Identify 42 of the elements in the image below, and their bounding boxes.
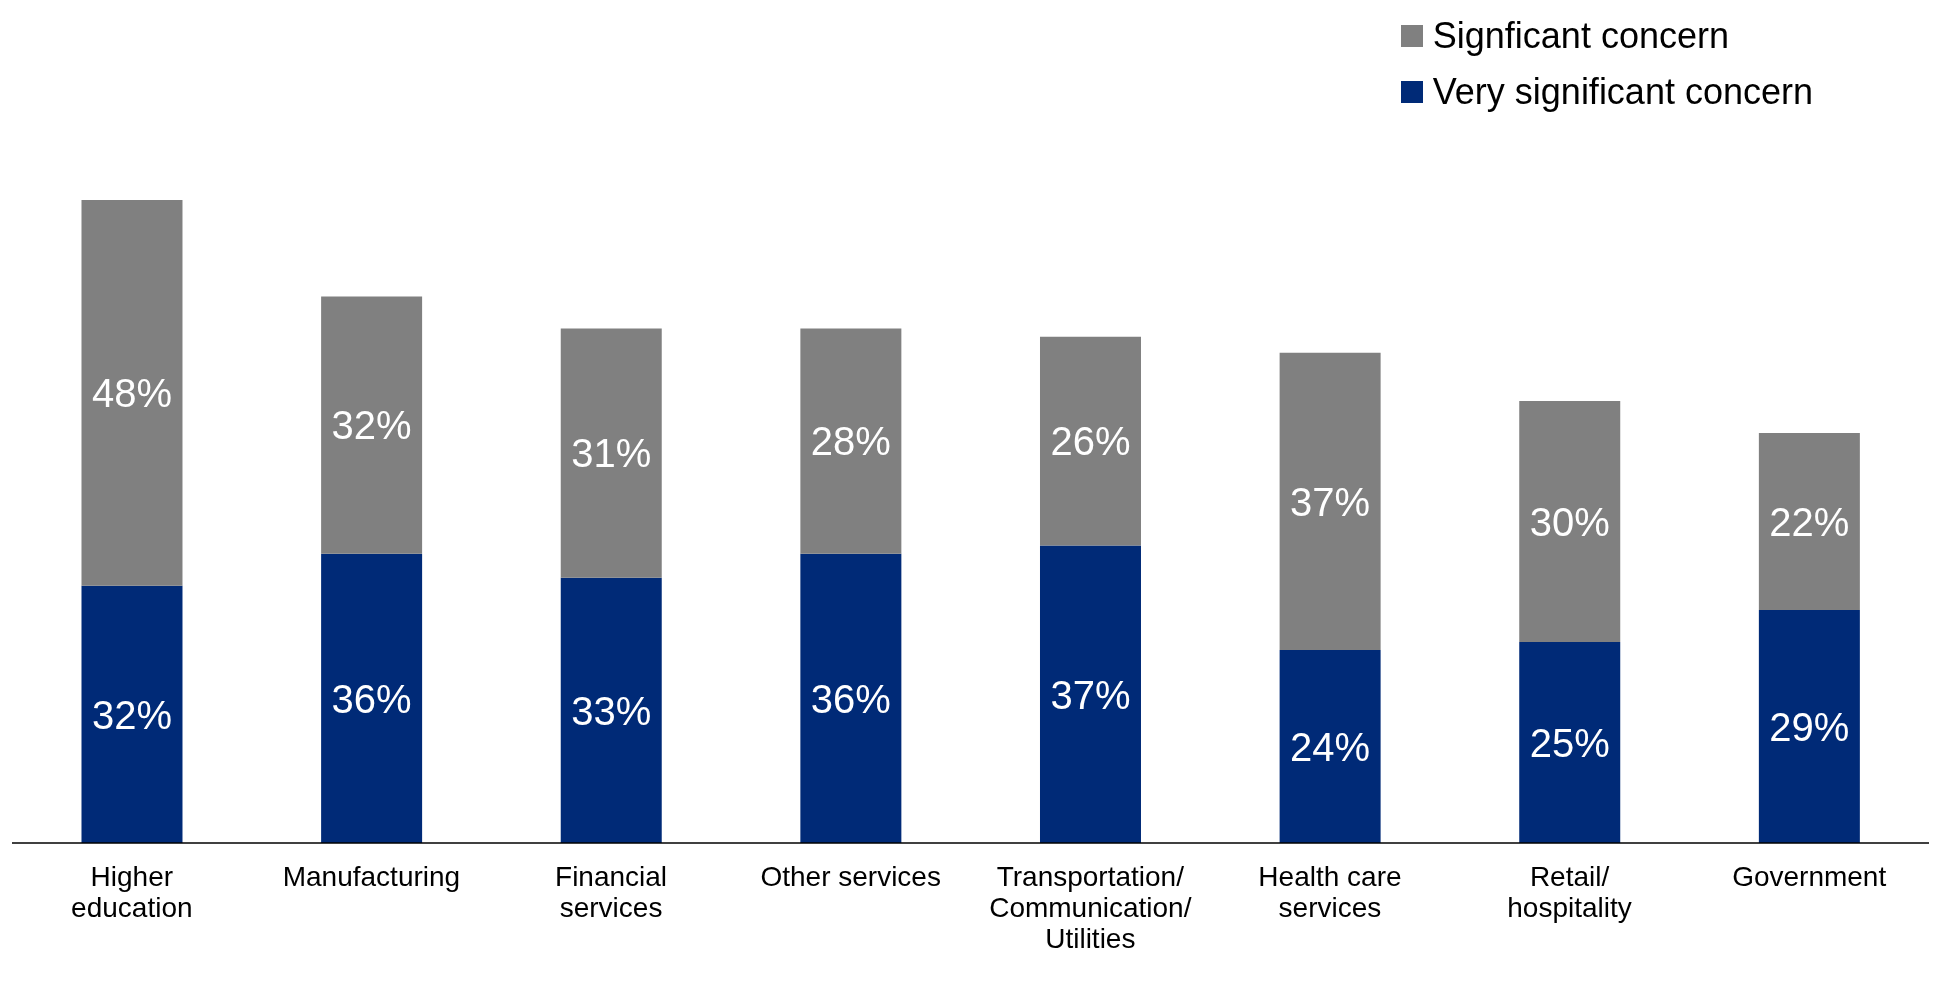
data-label: 33% xyxy=(571,688,652,733)
bar xyxy=(1039,545,1141,843)
data-label: 32% xyxy=(91,692,173,737)
data-label: 30% xyxy=(1529,499,1610,544)
bar xyxy=(1758,433,1860,610)
bar xyxy=(81,200,183,586)
data-label: 37% xyxy=(1050,672,1131,717)
legend-label: Very significant concern xyxy=(1432,71,1813,113)
data-label: 26% xyxy=(1050,419,1131,464)
data-label: 32% xyxy=(331,403,412,448)
bar xyxy=(1519,642,1621,843)
data-label: 28% xyxy=(810,419,891,464)
bar xyxy=(560,577,662,843)
x-tick-label: Retail/ hospitality xyxy=(1507,861,1632,923)
data-label: 29% xyxy=(1769,704,1850,749)
data-label: 24% xyxy=(1290,724,1371,769)
legend-label: Signficant concern xyxy=(1432,15,1729,57)
x-tick-label: Health care services xyxy=(1258,861,1402,923)
data-label: 36% xyxy=(331,676,412,721)
bar xyxy=(560,328,662,578)
x-tick-label: Financial services xyxy=(555,861,668,923)
data-label: 31% xyxy=(571,431,652,476)
data-label: 25% xyxy=(1529,720,1610,765)
bar xyxy=(800,328,902,554)
bar xyxy=(1758,609,1860,843)
x-tick-label: Manufacturing xyxy=(282,861,461,893)
x-tick-label: Other services xyxy=(760,861,941,893)
data-label: 37% xyxy=(1290,479,1371,524)
data-label: 36% xyxy=(810,676,891,721)
data-label: 22% xyxy=(1769,499,1850,544)
bar xyxy=(1039,336,1141,546)
x-tick-label: Transportation/ Communication/ Utilities xyxy=(989,861,1192,954)
bar xyxy=(1279,650,1381,843)
data-label: 48% xyxy=(91,371,173,416)
bar xyxy=(81,585,183,843)
bar xyxy=(1519,400,1621,643)
bar xyxy=(1279,352,1381,651)
bar xyxy=(321,296,423,554)
bar xyxy=(800,553,902,843)
bar xyxy=(321,553,423,843)
x-tick-label: Government xyxy=(1732,861,1887,893)
x-tick-label: Higher education xyxy=(71,861,193,923)
